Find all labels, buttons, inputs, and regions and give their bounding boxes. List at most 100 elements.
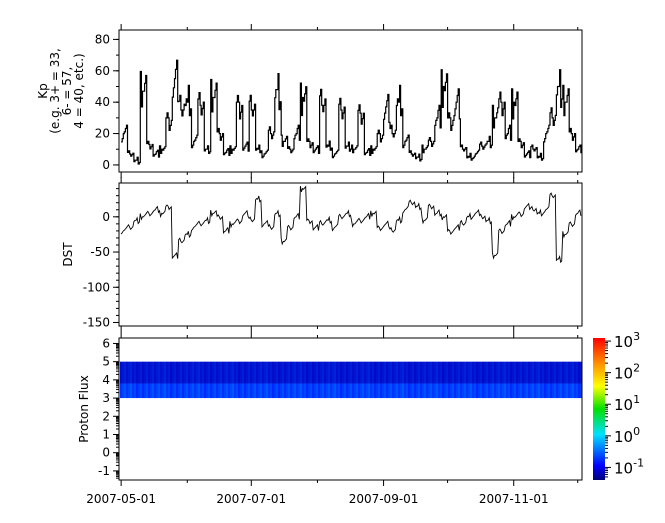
heatmap-cell-upper (184, 361, 186, 384)
heatmap-cell-upper (478, 361, 480, 384)
heatmap-cell-lower (274, 383, 276, 399)
heatmap-cell-lower (362, 383, 364, 399)
heatmap-cell-lower (444, 383, 446, 399)
heatmap-cell-lower (404, 383, 406, 399)
heatmap-cell-upper (452, 361, 454, 384)
heatmap-cell-lower (366, 383, 368, 399)
heatmap-cell-lower (348, 383, 350, 399)
colorbar-gradient (593, 338, 605, 480)
heatmap-cell-upper (334, 361, 336, 384)
heatmap-cell-upper (518, 361, 520, 384)
heatmap-cell-upper (532, 361, 534, 384)
heatmap-cell-upper (222, 361, 224, 384)
heatmap-cell-lower (170, 383, 172, 399)
heatmap-cell-upper (404, 361, 406, 384)
heatmap-cell-lower (260, 383, 262, 399)
heatmap-cell-upper (250, 361, 252, 384)
heatmap-cell-upper (204, 361, 206, 384)
heatmap-cell-lower (390, 383, 392, 399)
heatmap-cell-upper (168, 361, 170, 384)
heatmap-cell-upper (196, 361, 198, 384)
heatmap-cell-lower (224, 383, 226, 399)
heatmap-cell-upper (382, 361, 384, 384)
heatmap-cell-upper (560, 361, 562, 384)
heatmap-cell-lower (400, 383, 402, 399)
colorbar-label-exponent: 3 (633, 330, 640, 343)
y-tick-label: 80 (95, 32, 110, 46)
heatmap-cell-upper (394, 361, 396, 384)
heatmap-cell-lower (154, 383, 156, 399)
heatmap-cell-upper (420, 361, 422, 384)
heatmap-cell-lower (430, 383, 432, 399)
heatmap-cell-upper (352, 361, 354, 384)
heatmap-cell-lower (550, 383, 552, 399)
heatmap-cell-upper (126, 361, 128, 384)
heatmap-cell-lower (272, 383, 274, 399)
heatmap-cell-upper (188, 361, 190, 384)
heatmap-cell-lower (510, 383, 512, 399)
heatmap-cell-upper (408, 361, 410, 384)
heatmap-cell-upper (198, 361, 200, 384)
heatmap-cell-upper (146, 361, 148, 384)
heatmap-cell-upper (350, 361, 352, 384)
heatmap-cell-upper (424, 361, 426, 384)
heatmap-cell-upper (502, 361, 504, 384)
heatmap-cell-upper (472, 361, 474, 384)
heatmap-cell-lower (196, 383, 198, 399)
heatmap-cell-lower (484, 383, 486, 399)
heatmap-cell-upper (528, 361, 530, 384)
heatmap-cell-upper (524, 361, 526, 384)
heatmap-cell-lower (424, 383, 426, 399)
heatmap-cell-upper (316, 361, 318, 384)
heatmap-cell-lower (216, 383, 218, 399)
heatmap-cell-upper (446, 361, 448, 384)
heatmap-cell-upper (262, 361, 264, 384)
heatmap-cell-lower (372, 383, 374, 399)
heatmap-cell-lower (292, 383, 294, 399)
heatmap-cell-upper (128, 361, 130, 384)
heatmap-cell-lower (180, 383, 182, 399)
heatmap-cell-upper (308, 361, 310, 384)
heatmap-cell-upper (552, 361, 554, 384)
y-tick-label: 60 (95, 64, 110, 78)
heatmap-cell-lower (450, 383, 452, 399)
colorbar-label-base: 10 (614, 396, 633, 414)
plot-frame (118, 182, 583, 327)
heatmap-cell-lower (268, 383, 270, 399)
heatmap-cell-upper (150, 361, 152, 384)
heatmap-cell-lower (192, 383, 194, 399)
heatmap-cell-lower (436, 383, 438, 399)
heatmap-cell-upper (294, 361, 296, 384)
heatmap-cell-lower (398, 383, 400, 399)
heatmap-cell-upper (130, 361, 132, 384)
colorbar-label-exponent: 0 (633, 425, 640, 438)
heatmap-cell-lower (428, 383, 430, 399)
heatmap-cell-upper (282, 361, 284, 384)
kp-panel: 0 20 40 60 80 Kp(e.g. 3+ = 33,6- = 57,4 = 40,… (36, 29, 583, 173)
heatmap-cell-lower (176, 383, 178, 399)
colorbar-label-base: 10 (614, 333, 633, 351)
heatmap-cell-upper (206, 361, 208, 384)
heatmap-cell-upper (566, 361, 568, 384)
y-tick-label: 40 (95, 95, 110, 109)
heatmap-cell-lower (258, 383, 260, 399)
heatmap-cell-upper (300, 361, 302, 384)
heatmap-cell-lower (374, 383, 376, 399)
heatmap-cell-upper (510, 361, 512, 384)
heatmap-cell-lower (248, 383, 250, 399)
heatmap-cell-upper (120, 361, 122, 384)
heatmap-cell-upper (476, 361, 478, 384)
heatmap-cell-lower (286, 383, 288, 399)
heatmap-cell-lower (536, 383, 538, 399)
heatmap-cell-lower (164, 383, 166, 399)
heatmap-cell-lower (392, 383, 394, 399)
heatmap-cell-upper (544, 361, 546, 384)
heatmap-cell-lower (368, 383, 370, 399)
heatmap-cell-lower (278, 383, 280, 399)
heatmap-cell-upper (474, 361, 476, 384)
heatmap-cell-upper (220, 361, 222, 384)
heatmap-cell-lower (130, 383, 132, 399)
heatmap-cell-lower (234, 383, 236, 399)
heatmap-cell-lower (212, 383, 214, 399)
kp-series-line (121, 59, 582, 165)
